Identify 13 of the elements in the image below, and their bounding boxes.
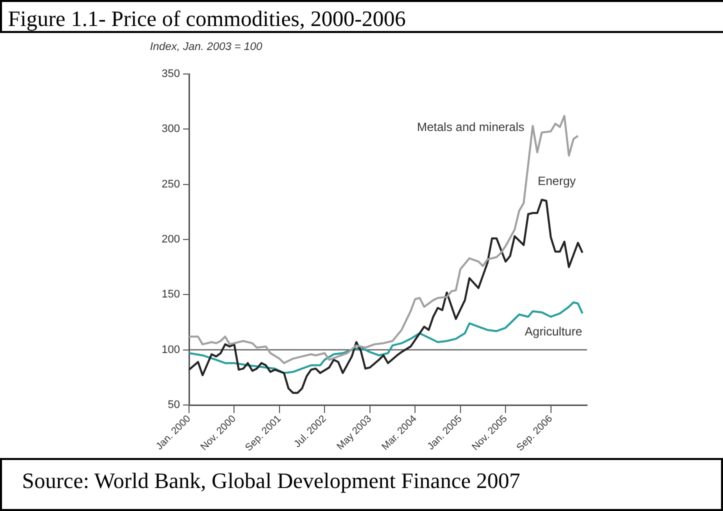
y-tick-label: 100 (162, 344, 180, 356)
y-tick-label: 300 (162, 123, 180, 136)
y-tick-label: 350 (162, 68, 180, 80)
chart-title: Figure 1.1- Price of commodities, 2000-2006 (0, 0, 723, 33)
series-label: Energy (538, 174, 576, 188)
series-label: Metals and minerals (416, 120, 524, 134)
y-tick-label: 250 (162, 178, 180, 190)
y-axis-title: Index, Jan. 2003 = 100 (150, 41, 262, 53)
y-tick-label: 200 (162, 234, 180, 246)
series-label: Agriculture (524, 324, 582, 339)
y-tick-label: 150 (162, 288, 180, 301)
source-note: Source: World Bank, Global Development Finance 2007 (0, 458, 723, 511)
y-tick-label: 50 (168, 399, 180, 412)
